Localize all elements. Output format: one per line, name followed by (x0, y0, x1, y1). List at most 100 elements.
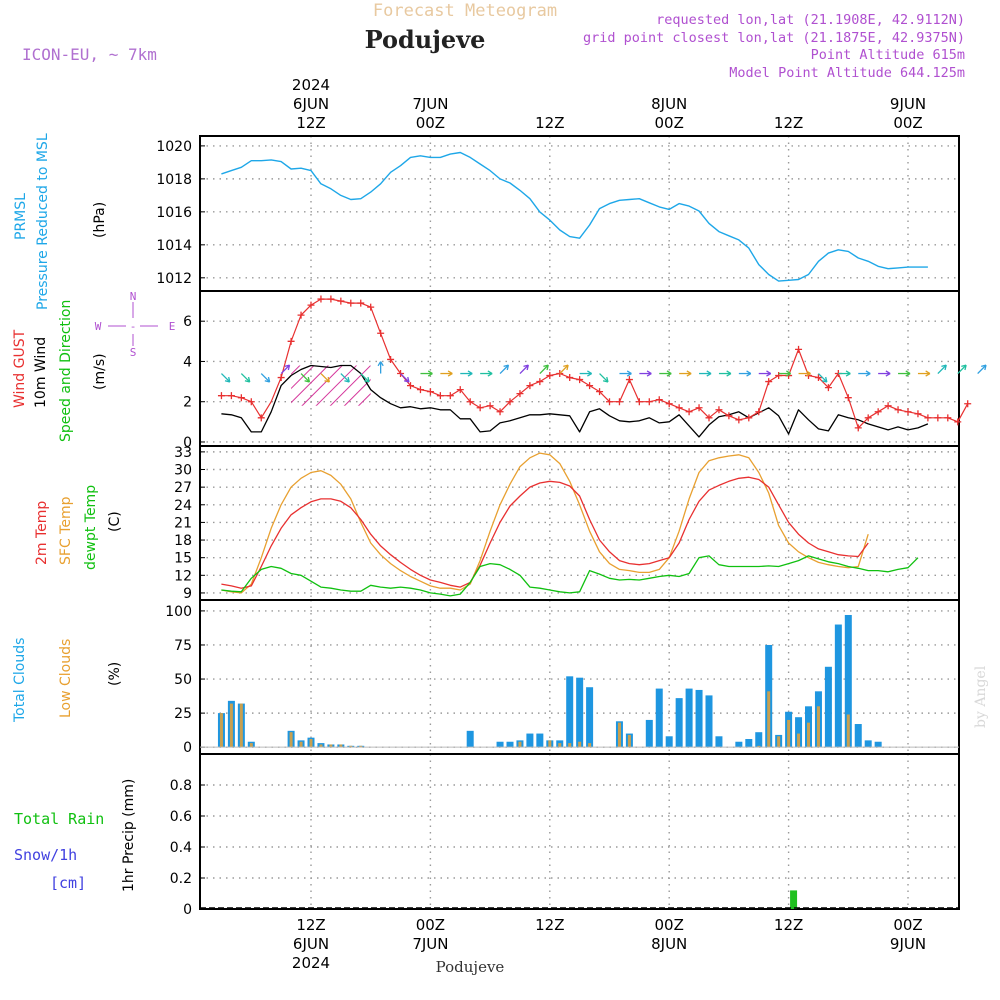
temperature-tick-label: 21 (174, 515, 192, 531)
gust-marker (964, 400, 972, 408)
wind-direction-arrow (977, 364, 987, 374)
low-cloud-bar (777, 736, 781, 748)
model-point-altitude: Model Point Altitude 644.125m (729, 65, 965, 81)
gust-marker (854, 424, 862, 432)
wind-direction-arrow (957, 364, 967, 374)
rain-label: Total Rain (14, 810, 104, 828)
gust-marker (506, 398, 514, 406)
gust-marker (546, 372, 554, 380)
compass-south: S (130, 346, 137, 359)
gust-marker (337, 297, 345, 305)
top-time-label: 12Z (296, 114, 325, 132)
bottom-time-label: 6JUN (293, 935, 329, 953)
wind-arrow-head (543, 364, 549, 371)
gust-marker (904, 408, 912, 416)
pressure-frame (199, 135, 960, 292)
gust-marker (596, 388, 604, 396)
low-cloud-bar (797, 733, 801, 748)
total-cloud-bar (864, 740, 872, 748)
clouds-tick-label: 25 (174, 706, 192, 722)
gust-marker (606, 398, 613, 406)
gust-marker (586, 382, 594, 390)
wind-arrow-head (244, 376, 251, 383)
low-clouds-label: Low Clouds (58, 639, 74, 718)
gust-marker (217, 392, 225, 400)
gust-marker (466, 398, 474, 406)
low-cloud-bar (578, 741, 582, 748)
wind-direction-arrow (400, 373, 410, 383)
precip-tick-label: 0.6 (170, 809, 192, 825)
low-cloud-bar (329, 744, 333, 748)
low-cloud-bar (846, 714, 850, 748)
temperature-frame (199, 445, 960, 601)
pressure-tick-label: 1016 (156, 205, 192, 221)
svg-text:-: - (130, 320, 137, 333)
temp-2m-line (221, 476, 869, 589)
gust-marker (237, 394, 245, 402)
pressure-label-2: Pressure Reduced to MSL (35, 133, 51, 310)
total-cloud-bar (844, 614, 852, 748)
bottom-time-label: 00Z (893, 916, 922, 934)
low-cloud-bar (807, 722, 810, 748)
low-cloud-bar (617, 722, 621, 748)
wind-arrow-head (981, 364, 987, 371)
gust-marker (765, 378, 773, 386)
pressure-tick-label: 1012 (156, 271, 192, 287)
total-cloud-bar (874, 741, 882, 748)
wind-direction-arrow (240, 373, 251, 383)
pressure-tick-label: 1018 (156, 172, 192, 188)
bottom-time-label: 2024 (292, 954, 330, 972)
low-cloud-bar (319, 744, 323, 748)
top-time-label: 00Z (893, 114, 922, 132)
low-cloud-bar (627, 734, 631, 748)
wind-arrow-head (264, 376, 271, 383)
precip-label: 1hr Precip (mm) (121, 779, 137, 892)
wind-direction-arrow (499, 364, 509, 374)
temp-sfc-label: SFC Temp (58, 496, 74, 565)
low-cloud-bar (249, 743, 253, 748)
wind-arrow-head (885, 370, 891, 377)
requested-point: requested lon,lat (21.1908E, 42.9112N) (656, 12, 965, 28)
gust-marker (247, 398, 255, 406)
wind-arrow-head (403, 376, 410, 383)
wind-direction-arrow (360, 373, 370, 383)
precip-tick-label: 0.4 (170, 840, 192, 856)
gust-marker (297, 311, 305, 319)
total-cloud-bar (496, 741, 504, 748)
pressure-panel: 1012 1014 1016 1018 1020 (156, 135, 960, 292)
wind-direction-arrow (260, 373, 271, 383)
wind-arrow-head (686, 370, 692, 377)
gust-marker (755, 408, 763, 416)
rain-bar (790, 890, 798, 909)
wind-arrow-head (925, 370, 931, 377)
precip-tick-label: 0 (183, 902, 192, 918)
gust-marker (874, 408, 882, 416)
wind-direction-arrow (519, 364, 529, 374)
gust-marker (476, 404, 484, 412)
total-cloud-bar (685, 688, 693, 748)
total-cloud-bar (576, 677, 584, 748)
total-cloud-bar (745, 739, 753, 748)
low-cloud-bar (289, 732, 293, 748)
compass-east: E (169, 320, 176, 333)
gust-marker (725, 412, 733, 420)
gust-marker (645, 398, 653, 406)
low-cloud-bar (568, 743, 572, 748)
wind-direction-arrow (340, 373, 350, 383)
gust-marker (446, 392, 454, 400)
wind-arrow-head (726, 370, 732, 377)
wind-arrow-head (646, 370, 652, 377)
wind-arrow-head (746, 370, 752, 377)
temperature-tick-label: 24 (174, 498, 192, 514)
wind-direction-arrow (937, 364, 947, 374)
top-time-label: 7JUN (412, 95, 448, 113)
gust-marker (914, 410, 922, 418)
gust-marker (625, 376, 633, 384)
wind-compass: N S W E - (95, 290, 176, 359)
low-cloud-bar (299, 741, 303, 748)
gust-marker (695, 404, 703, 412)
gust-marker (456, 386, 464, 394)
model-label: ICON-EU, ~ 7km (22, 45, 157, 64)
